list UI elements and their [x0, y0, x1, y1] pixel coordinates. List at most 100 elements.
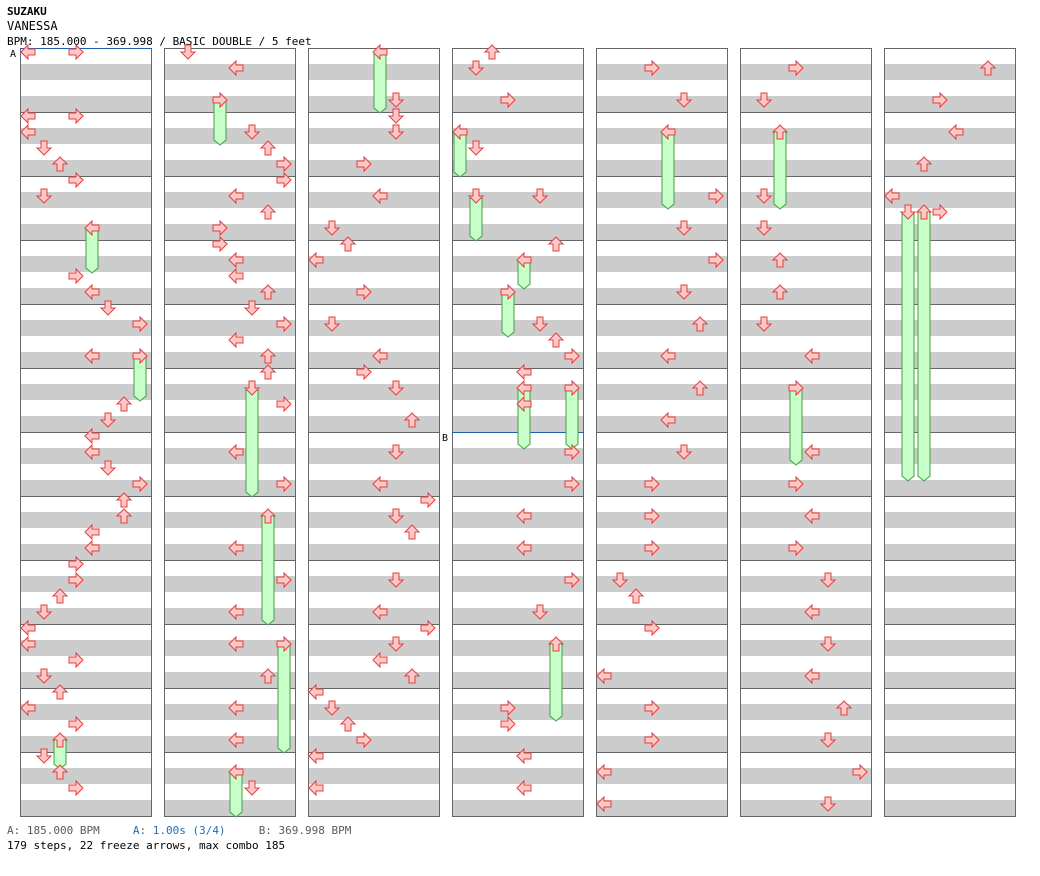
down-arrow [387, 572, 405, 588]
right-arrow [788, 539, 804, 557]
beat-stripe [884, 192, 1016, 208]
down-arrow [467, 140, 485, 156]
right-arrow [420, 619, 436, 637]
up-arrow [259, 348, 277, 364]
beat-stripe [452, 128, 584, 144]
beat-stripe [740, 416, 872, 432]
right-arrow [644, 59, 660, 77]
down-arrow [35, 140, 53, 156]
down-arrow [675, 220, 693, 236]
right-arrow [644, 731, 660, 749]
beat-stripe [164, 448, 296, 464]
down-arrow [531, 188, 549, 204]
left-arrow [228, 187, 244, 205]
right-arrow [276, 171, 292, 189]
up-arrow [51, 156, 69, 172]
left-arrow [804, 507, 820, 525]
left-arrow [20, 123, 36, 141]
right-arrow [644, 539, 660, 557]
right-arrow [276, 475, 292, 493]
left-arrow [20, 699, 36, 717]
down-arrow [819, 572, 837, 588]
beat-stripe [596, 768, 728, 784]
left-arrow [804, 667, 820, 685]
beat-stripe [308, 416, 440, 432]
left-arrow [884, 187, 900, 205]
up-arrow [259, 140, 277, 156]
beat-stripe [20, 320, 152, 336]
right-arrow [644, 699, 660, 717]
beat-stripe [884, 128, 1016, 144]
down-arrow [35, 748, 53, 764]
beat-stripe [308, 288, 440, 304]
beat-stripe [596, 544, 728, 560]
right-arrow [500, 715, 516, 733]
beat-stripe [452, 800, 584, 816]
beat-stripe [452, 448, 584, 464]
beat-stripe [308, 160, 440, 176]
left-arrow [516, 395, 532, 413]
beat-stripe [884, 672, 1016, 688]
left-arrow [660, 411, 676, 429]
beat-stripe [596, 512, 728, 528]
beat-stripe [596, 416, 728, 432]
song-artist: VANESSA [7, 19, 58, 33]
down-arrow [387, 124, 405, 140]
beat-stripe [164, 416, 296, 432]
left-arrow [308, 683, 324, 701]
right-arrow [564, 571, 580, 589]
left-arrow [372, 187, 388, 205]
right-arrow [68, 651, 84, 669]
up-arrow [115, 492, 133, 508]
right-arrow [276, 315, 292, 333]
bpm-range: BPM: 185.000 - 369.998 / BASIC DOUBLE / … [7, 35, 312, 48]
beat-stripe [164, 576, 296, 592]
beat-stripe [884, 576, 1016, 592]
beat-stripe [20, 736, 152, 752]
beat-stripe [164, 320, 296, 336]
down-arrow [755, 220, 773, 236]
beat-stripe [884, 320, 1016, 336]
beat-stripe [740, 128, 872, 144]
down-arrow [387, 380, 405, 396]
right-arrow [708, 251, 724, 269]
beat-stripe [596, 576, 728, 592]
beat-stripe [884, 96, 1016, 112]
freeze-head-up-arrow [51, 732, 69, 748]
up-arrow [771, 252, 789, 268]
beat-stripe [740, 224, 872, 240]
freeze-head-down-arrow [467, 188, 485, 204]
beat-stripe [740, 192, 872, 208]
down-arrow [755, 188, 773, 204]
beat-stripe [452, 704, 584, 720]
beat-stripe [20, 480, 152, 496]
chart-column [20, 48, 152, 817]
left-arrow [596, 795, 612, 813]
left-arrow [228, 603, 244, 621]
beat-stripe [884, 640, 1016, 656]
down-arrow [323, 700, 341, 716]
freeze-arrow [549, 643, 563, 722]
freeze-head-right-arrow [564, 379, 580, 397]
beat-stripe [308, 448, 440, 464]
freeze-head-right-arrow [788, 379, 804, 397]
beat-stripe [452, 736, 584, 752]
left-arrow [804, 603, 820, 621]
left-arrow [20, 107, 36, 125]
beat-stripe [596, 640, 728, 656]
footer-bpm-line: A: 185.000 BPM A: 1.00s (3/4) B: 369.998… [7, 824, 351, 837]
down-arrow [755, 92, 773, 108]
beat-stripe [884, 704, 1016, 720]
beat-stripe [884, 416, 1016, 432]
beat-stripe [20, 416, 152, 432]
left-arrow [516, 507, 532, 525]
up-arrow [259, 364, 277, 380]
beat-stripe [452, 640, 584, 656]
freeze-arrow [277, 643, 291, 754]
left-arrow [228, 251, 244, 269]
beat-stripe [596, 288, 728, 304]
marker-label: A [10, 49, 16, 60]
up-arrow [339, 716, 357, 732]
beat-stripe [20, 576, 152, 592]
down-arrow [675, 444, 693, 460]
